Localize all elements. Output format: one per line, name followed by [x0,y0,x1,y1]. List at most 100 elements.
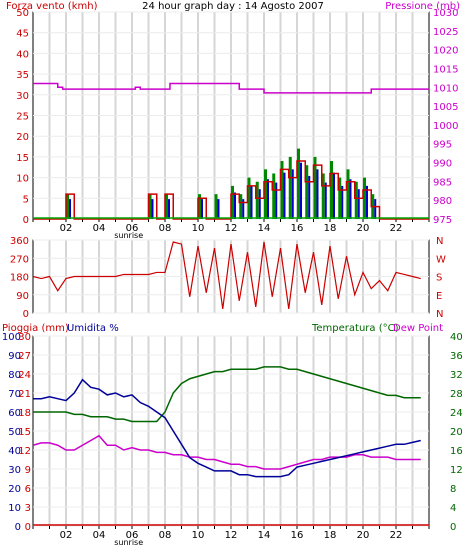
humidity-y-tick-label: 100 [2,332,21,343]
direction-y-tick-label: 270 [10,254,29,265]
rain-y-tick-label: 9 [25,465,31,476]
compass-label: N [436,309,443,320]
gust-bar [346,169,350,219]
gust-bar [198,194,201,219]
pressure-y-tick-label: 975 [433,215,452,226]
gust-bar [214,194,218,219]
wind-y-tick-label: 0 [23,215,29,226]
pressure-y-tick-label: 1030 [433,8,458,19]
gust-bar [363,177,366,219]
temperature-humidity-panel: Pioggia (mm) Umidita % Temperatura (°C) … [2,323,463,547]
pressure-y-tick-label: 985 [433,177,452,188]
pressure-line [33,82,429,94]
temperature-y-tick-label: 12 [450,465,463,476]
gust-bar [239,194,243,219]
wind-y-tick-label: 40 [16,49,29,60]
compass-label: W [436,254,446,265]
pressure-y-tick-label: 1005 [433,102,458,113]
pressure-y-tick-label: 995 [433,140,452,151]
rain-y-tick-label: 24 [18,370,31,381]
gust-bar [338,177,342,219]
rain-y-tick-label: 18 [18,408,31,419]
rain-y-tick-label: 12 [18,446,31,457]
pressure-y-tick-label: 1025 [433,27,458,38]
humidity-y-tick-label: 40 [8,446,21,457]
temperature-y-tick-label: 20 [450,427,463,438]
temperature-y-tick-label: 16 [450,446,463,457]
wind-panel-x-tick-label: 02 [60,223,73,234]
direction-y-tick-label: 0 [23,309,29,320]
gust-bar [231,185,234,219]
pressure-y-tick-label: 1015 [433,64,458,75]
temperature-y-tick-label: 8 [450,484,456,495]
wind-panel-x-tick-label: 16 [291,223,304,234]
wind-panel-x-tick-label: 06 [126,223,139,234]
temp-panel-x-tick-label: 10 [192,530,205,541]
gust-bar [280,161,284,219]
humidity-y-tick-label: 50 [8,427,21,438]
gust-bar [247,177,251,219]
wind-panel-x-tick-label: 20 [357,223,370,234]
wind-speed-line [33,160,429,220]
gust-bar [264,169,267,219]
rain-y-tick-label: 30 [18,332,31,343]
temp-panel-x-tick-label: 02 [60,530,73,541]
wind-y-tick-label: 50 [16,8,29,19]
gust-bar [354,181,358,219]
rain-axis-title: Pioggia (mm) [2,323,69,334]
temp-panel-x-tick-label: 04 [93,530,106,541]
gust-bar [313,156,317,219]
temperature-y-tick-label: 0 [450,522,456,533]
gust-bar [272,173,276,219]
wind-y-tick-label: 30 [16,91,29,102]
direction-y-tick-label: 180 [10,273,29,284]
humidity-y-tick-label: 0 [15,522,21,533]
humidity-y-tick-label: 90 [8,351,21,362]
temp-panel-sunrise-label: sunrise [114,538,143,547]
wind-panel-x-tick-label: 18 [324,223,337,234]
temperature-y-tick-label: 32 [450,370,463,381]
temp-panel-x-tick-label: 16 [291,530,304,541]
dewpoint-line [32,434,421,470]
pressure-y-tick-label: 1000 [433,121,458,132]
rain-y-tick-label: 3 [25,503,31,514]
rain-y-tick-label: 0 [25,522,31,533]
wind-panel-x-tick-label: 10 [192,223,205,234]
wind-panel-x-tick-label: 22 [390,223,403,234]
wind-y-tick-label: 25 [16,112,29,123]
temperature-y-tick-label: 40 [450,332,463,343]
gust-bar [297,148,300,219]
gust-bar [288,156,292,219]
compass-label: E [436,291,442,302]
wind-panel-x-tick-label: 08 [159,223,172,234]
rain-y-tick-label: 27 [18,351,31,362]
temperature-y-tick-label: 28 [450,389,463,400]
wind-pressure-panel: Forza vento (kmh) 24 hour graph day : 14… [6,1,460,240]
temp-panel-x-tick-label: 20 [357,530,370,541]
wind-y-tick-label: 15 [16,153,29,164]
humidity-y-tick-label: 10 [8,503,21,514]
temperature-axis-title: Temperatura (°C) [311,323,399,334]
temp-panel-x-tick-label: 18 [324,530,337,541]
pressure-y-tick-label: 1010 [433,83,458,94]
gust-bar [148,194,152,219]
humidity-y-tick-label: 20 [8,484,21,495]
temperature-y-tick-label: 4 [450,503,456,514]
gust-bar [305,165,309,219]
humidity-axis-title: Umidita % [67,323,119,334]
wind-y-tick-label: 45 [16,29,29,40]
rain-y-tick-label: 21 [18,389,31,400]
chart-title: 24 hour graph day : 14 Agosto 2007 [142,1,324,12]
compass-label: S [436,273,442,284]
gust-bar [66,194,69,219]
rain-y-tick-label: 15 [18,427,31,438]
rain-y-tick-label: 6 [25,484,31,495]
wind-panel-sunrise-label: sunrise [114,231,143,240]
gust-bar [321,173,325,219]
temp-panel-x-tick-label: 06 [126,530,139,541]
dewpoint-axis-title: Dew Point [393,323,443,334]
direction-y-tick-label: 90 [16,291,29,302]
humidity-y-tick-label: 70 [8,389,21,400]
